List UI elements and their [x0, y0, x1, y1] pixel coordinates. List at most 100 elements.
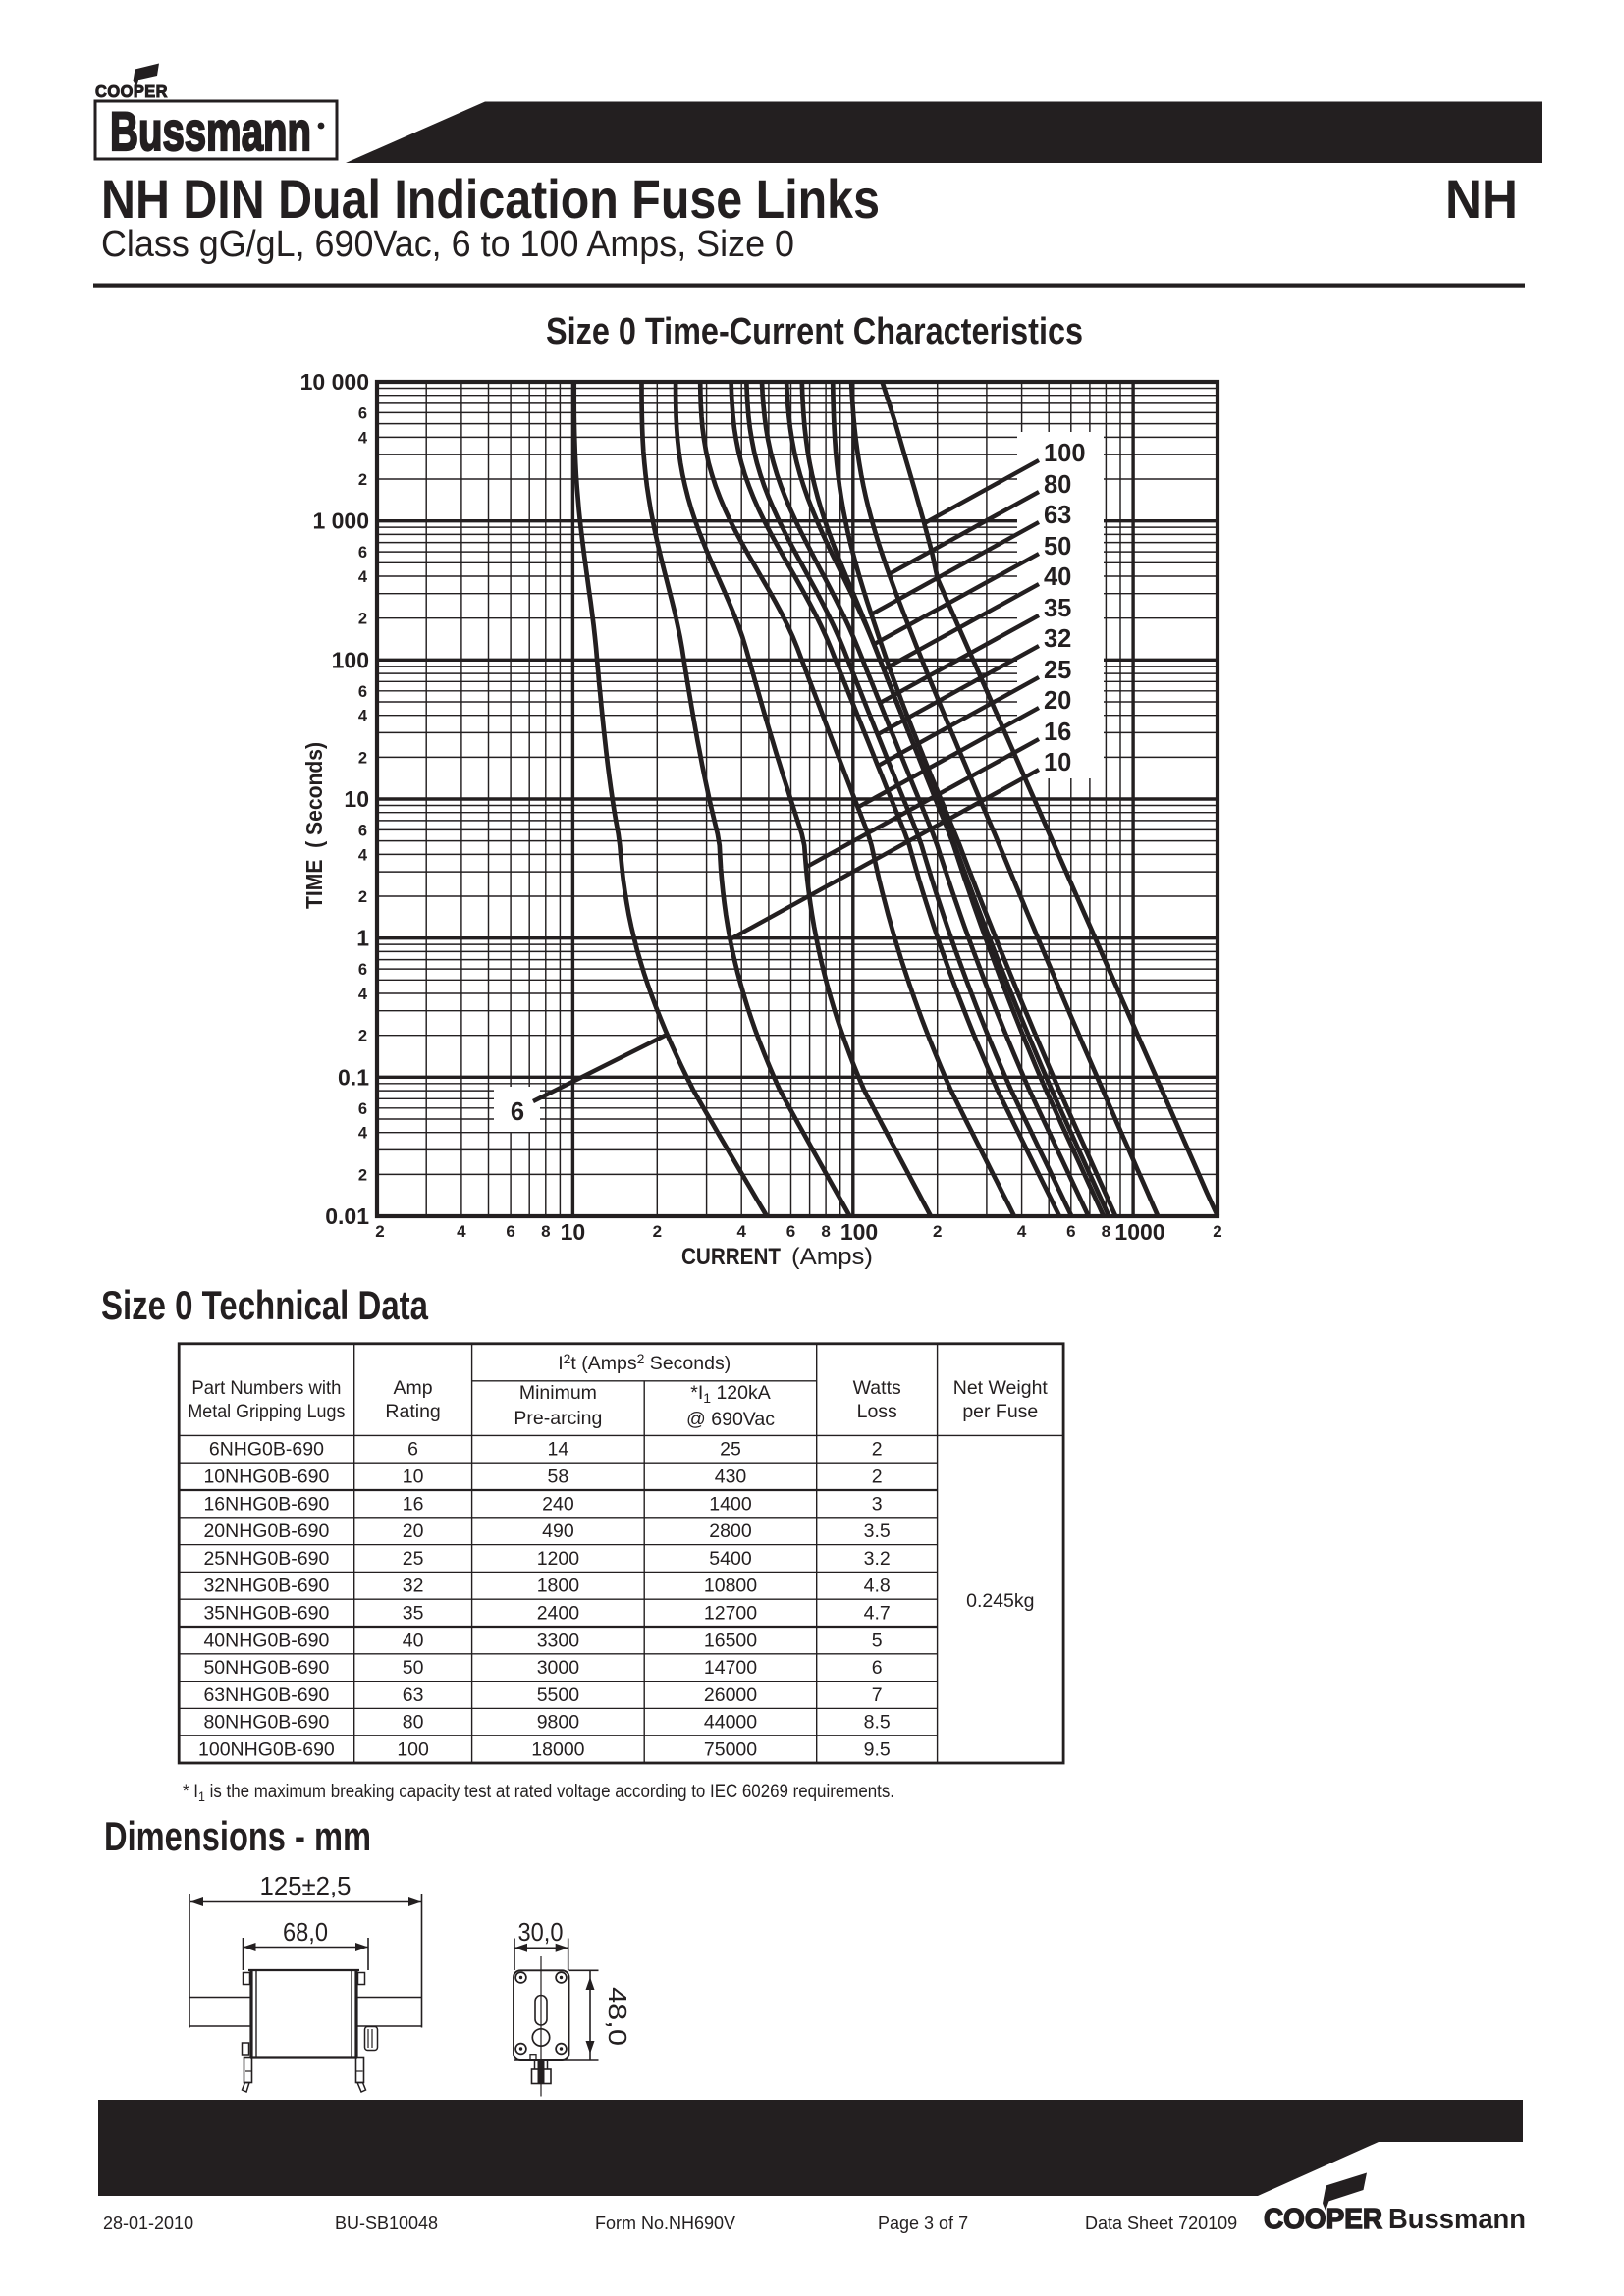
- svg-text:3.5: 3.5: [864, 1521, 891, 1542]
- svg-text:4: 4: [358, 986, 368, 1003]
- svg-text:25NHG0B-690: 25NHG0B-690: [203, 1548, 329, 1570]
- svg-text:1: 1: [356, 926, 369, 951]
- svg-text:430: 430: [715, 1467, 747, 1488]
- svg-text:Form No.NH690V: Form No.NH690V: [595, 2214, 735, 2233]
- svg-text:Metal Gripping Lugs: Metal Gripping Lugs: [188, 1401, 345, 1422]
- svg-text:25: 25: [1044, 657, 1071, 684]
- svg-text:10NHG0B-690: 10NHG0B-690: [203, 1467, 329, 1488]
- svg-text:18000: 18000: [531, 1739, 584, 1761]
- svg-text:2: 2: [653, 1222, 662, 1241]
- svg-text:4.7: 4.7: [864, 1603, 891, 1625]
- svg-text:14: 14: [548, 1439, 569, 1461]
- svg-text:14700: 14700: [704, 1657, 757, 1679]
- svg-text:1800: 1800: [537, 1575, 580, 1597]
- svg-text:Class gG/gL, 690Vac, 6 to 100: Class gG/gL, 690Vac, 6 to 100 Amps, Size…: [101, 224, 794, 265]
- svg-text:Bussmann: Bussmann: [1388, 2204, 1526, 2235]
- svg-text:5: 5: [872, 1629, 883, 1651]
- svg-text:Minimum: Minimum: [519, 1382, 597, 1404]
- svg-text:(Amps): (Amps): [791, 1244, 873, 1270]
- svg-text:per Fuse: per Fuse: [962, 1401, 1038, 1422]
- svg-text:1200: 1200: [537, 1548, 580, 1570]
- svg-text:12700: 12700: [704, 1603, 757, 1625]
- svg-text:40NHG0B-690: 40NHG0B-690: [203, 1629, 329, 1651]
- svg-text:Rating: Rating: [385, 1401, 440, 1422]
- svg-text:2: 2: [358, 888, 367, 906]
- svg-text:4: 4: [1017, 1222, 1027, 1241]
- svg-text:3.2: 3.2: [864, 1548, 891, 1570]
- svg-text:6: 6: [511, 1098, 524, 1126]
- svg-text:0.01: 0.01: [325, 1203, 369, 1229]
- svg-text:32NHG0B-690: 32NHG0B-690: [203, 1575, 329, 1597]
- svg-text:75000: 75000: [704, 1739, 757, 1761]
- svg-text:BU-SB10048: BU-SB10048: [335, 2214, 438, 2233]
- svg-text:2800: 2800: [709, 1521, 752, 1542]
- svg-text:9800: 9800: [537, 1712, 580, 1734]
- svg-text:NH DIN Dual Indication Fuse Li: NH DIN Dual Indication Fuse Links: [101, 168, 880, 230]
- svg-text:44000: 44000: [704, 1712, 757, 1734]
- svg-text:4: 4: [358, 846, 368, 864]
- svg-text:5400: 5400: [709, 1548, 752, 1570]
- svg-text:8: 8: [541, 1222, 550, 1241]
- svg-text:CURRENT: CURRENT: [681, 1244, 781, 1270]
- svg-text:100: 100: [1044, 440, 1086, 467]
- svg-text:@ 690Vac: @ 690Vac: [686, 1409, 775, 1430]
- svg-text:7: 7: [872, 1684, 883, 1706]
- svg-text:1000: 1000: [1114, 1219, 1164, 1245]
- svg-text:1 000: 1 000: [312, 508, 369, 534]
- svg-text:2: 2: [358, 471, 367, 489]
- svg-text:4: 4: [736, 1222, 746, 1241]
- svg-text:COOPER: COOPER: [95, 81, 168, 101]
- svg-text:490: 490: [542, 1521, 574, 1542]
- svg-text:6: 6: [506, 1222, 514, 1241]
- svg-text:Page 3 of 7: Page 3 of 7: [878, 2214, 968, 2233]
- svg-text:4: 4: [358, 1125, 368, 1143]
- svg-text:10: 10: [344, 786, 369, 812]
- svg-text:0.245kg: 0.245kg: [966, 1590, 1034, 1612]
- svg-text:80: 80: [403, 1712, 424, 1734]
- svg-text:6NHG0B-690: 6NHG0B-690: [209, 1439, 324, 1461]
- svg-text:3300: 3300: [537, 1629, 580, 1651]
- svg-text:4: 4: [457, 1222, 466, 1241]
- svg-text:10 000: 10 000: [300, 369, 369, 395]
- svg-text:Dimensions - mm: Dimensions - mm: [104, 1813, 371, 1859]
- svg-text:3000: 3000: [537, 1657, 580, 1679]
- svg-text:6: 6: [407, 1439, 418, 1461]
- svg-text:NH: NH: [1445, 168, 1518, 230]
- svg-text:Data Sheet 720109: Data Sheet 720109: [1085, 2214, 1237, 2233]
- svg-text:6: 6: [358, 404, 367, 422]
- svg-text:0.1: 0.1: [338, 1064, 369, 1090]
- svg-text:6: 6: [358, 1100, 367, 1118]
- svg-text:50: 50: [1044, 533, 1071, 561]
- svg-text:10: 10: [561, 1219, 586, 1245]
- svg-text:80NHG0B-690: 80NHG0B-690: [203, 1712, 329, 1734]
- svg-text:28-01-2010: 28-01-2010: [103, 2214, 193, 2233]
- svg-text:30,0: 30,0: [518, 1917, 564, 1947]
- svg-text:4: 4: [358, 568, 368, 586]
- svg-text:16500: 16500: [704, 1629, 757, 1651]
- svg-text:6: 6: [358, 683, 367, 701]
- svg-text:Watts: Watts: [853, 1377, 901, 1399]
- svg-text:2: 2: [933, 1222, 942, 1241]
- svg-text:5500: 5500: [537, 1684, 580, 1706]
- svg-text:4: 4: [358, 708, 368, 725]
- svg-text:2: 2: [358, 1166, 367, 1184]
- svg-text:16: 16: [403, 1493, 424, 1515]
- svg-text:8: 8: [1102, 1222, 1110, 1241]
- svg-text:2: 2: [872, 1439, 883, 1461]
- svg-text:8: 8: [821, 1222, 830, 1241]
- svg-text:2400: 2400: [537, 1603, 580, 1625]
- svg-text:Part Numbers with: Part Numbers with: [191, 1377, 341, 1399]
- svg-text:Size 0 Time-Current Characteri: Size 0 Time-Current Characteristics: [546, 311, 1083, 352]
- svg-text:10: 10: [1044, 749, 1071, 776]
- svg-text:Pre-arcing: Pre-arcing: [514, 1408, 602, 1429]
- svg-text:3: 3: [872, 1493, 883, 1515]
- svg-text:10800: 10800: [704, 1575, 757, 1597]
- svg-text:9.5: 9.5: [864, 1739, 891, 1761]
- svg-text:2: 2: [358, 611, 367, 628]
- svg-text:2: 2: [358, 1028, 367, 1045]
- svg-text:COOPER: COOPER: [1264, 2204, 1382, 2235]
- svg-text:26000: 26000: [704, 1684, 757, 1706]
- svg-text:Amp: Amp: [394, 1377, 433, 1399]
- svg-text:20: 20: [403, 1521, 424, 1542]
- svg-text:Bussmann: Bussmann: [110, 100, 311, 162]
